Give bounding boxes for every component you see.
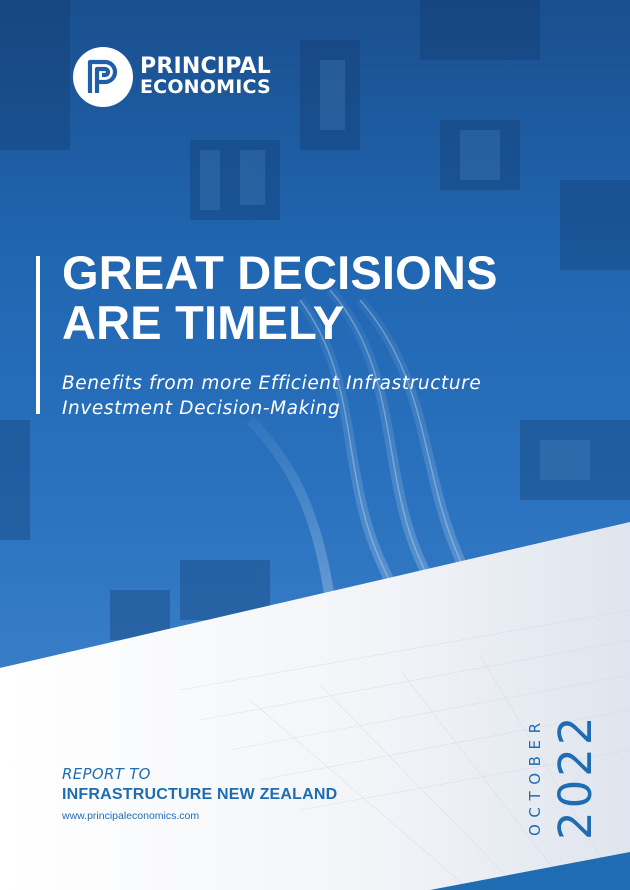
title-accent-bar — [36, 256, 40, 414]
city-buildings-highlights — [200, 60, 590, 480]
lower-white-panel — [0, 522, 630, 890]
report-year: 2022 — [549, 713, 602, 840]
pe-monogram-logo-icon — [73, 47, 133, 107]
report-title-line-1: GREAT DECISIONS — [62, 246, 498, 299]
report-title-line-2: ARE TIMELY — [62, 296, 345, 349]
logo-wordmark: PRINCIPAL ECONOMICS — [140, 56, 271, 98]
city-buildings-texture — [0, 0, 630, 640]
logo-line-economics: ECONOMICS — [140, 76, 271, 98]
company-logo: PRINCIPAL ECONOMICS — [72, 46, 271, 108]
report-month: OCTOBER — [526, 716, 544, 836]
report-subtitle: Benefits from more Efficient Infrastruct… — [62, 371, 481, 421]
corner-accent — [430, 852, 630, 890]
website-url: www.principaleconomics.com — [62, 810, 200, 822]
logo-line-principal: PRINCIPAL — [140, 54, 271, 79]
lower-panel-grid-texture — [179, 609, 630, 890]
report-subtitle-line-2: Investment Decision-Making — [62, 398, 341, 419]
report-subtitle-line-1: Benefits from more Efficient Infrastruct… — [62, 373, 482, 394]
report-to-label: REPORT TO — [62, 765, 151, 783]
client-name: INFRASTRUCTURE NEW ZEALAND — [62, 786, 338, 803]
report-title: GREAT DECISIONS ARE TIMELY — [62, 248, 498, 348]
